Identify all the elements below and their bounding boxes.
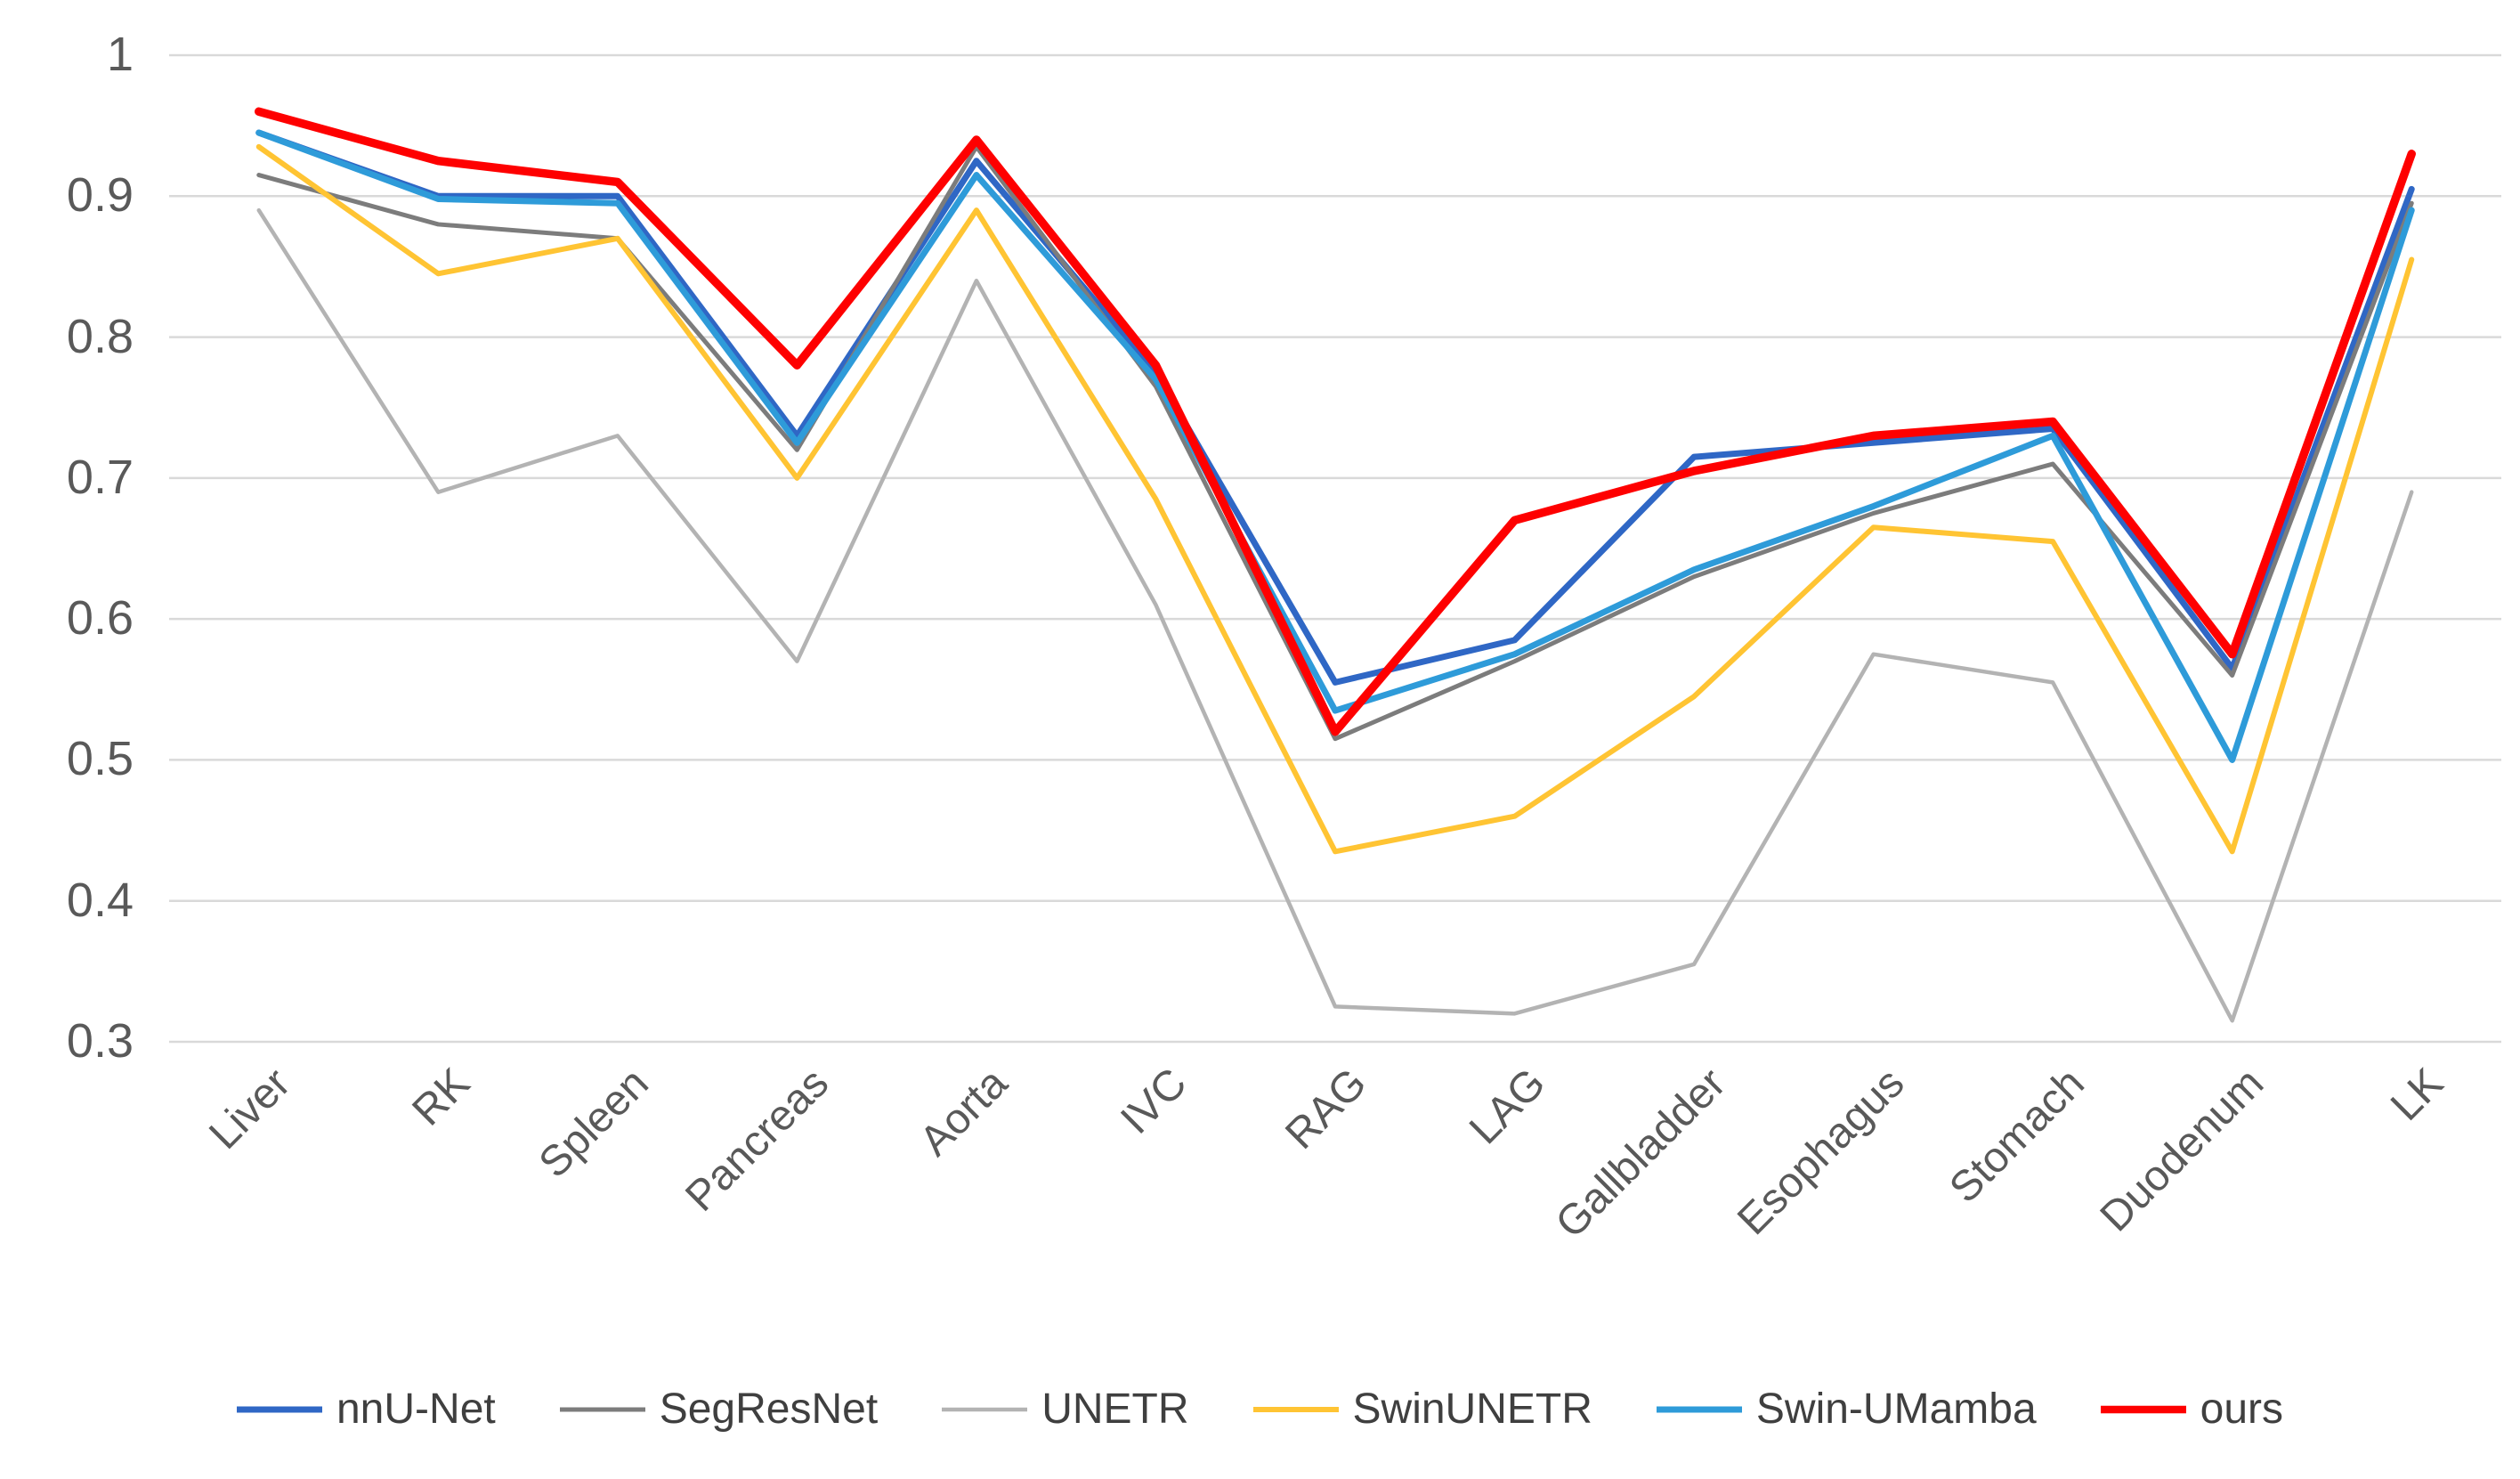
y-axis-label: 0.4 <box>66 873 134 927</box>
series-line-unetr <box>256 207 2414 1023</box>
legend-item-nnu-net[interactable]: nnU-Net <box>236 1385 496 1434</box>
legend-line-swatch <box>236 1406 322 1412</box>
y-axis-label: 0.8 <box>66 309 134 363</box>
legend-item-swin-umamba[interactable]: Swin-UMamba <box>1656 1385 2037 1434</box>
legend-item-swinunetr[interactable]: SwinUNETR <box>1252 1385 1592 1434</box>
legend-item-segresnet[interactable]: SegResNet <box>559 1385 879 1434</box>
legend-line-swatch <box>559 1407 645 1411</box>
legend-label: SwinUNETR <box>1352 1386 1592 1433</box>
y-axis-label: 0.6 <box>66 591 134 646</box>
series-line-ours <box>255 107 2416 736</box>
legend-line-swatch <box>2100 1405 2186 1413</box>
legend: nnU-Net SegResNet UNETR SwinUNETR Swin-UMamb… <box>0 1385 2520 1434</box>
y-axis-label: 0.5 <box>66 732 134 786</box>
legend-item-unetr[interactable]: UNETR <box>942 1385 1189 1434</box>
y-axis-label: 0.3 <box>66 1014 134 1068</box>
legend-label: ours <box>2200 1386 2284 1433</box>
series-line-swin-umamba <box>255 129 2415 763</box>
series-line-segresnet <box>256 144 2414 742</box>
series-line-swinunetr <box>255 143 2415 855</box>
y-axis-label: 1 <box>106 28 134 81</box>
legend-label: nnU-Net <box>336 1386 496 1433</box>
legend-line-swatch <box>942 1407 1028 1411</box>
legend-label: SegResNet <box>659 1386 879 1433</box>
legend-label: UNETR <box>1041 1386 1189 1433</box>
y-axis-label: 0.7 <box>66 450 134 504</box>
legend-line-swatch <box>1656 1406 1742 1412</box>
legend-label: Swin-UMamba <box>1755 1386 2037 1433</box>
y-axis-label: 0.9 <box>66 168 134 223</box>
series-line-nnu-net <box>255 129 2415 686</box>
legend-item-ours[interactable]: ours <box>2100 1385 2284 1434</box>
legend-line-swatch <box>1252 1406 1339 1412</box>
